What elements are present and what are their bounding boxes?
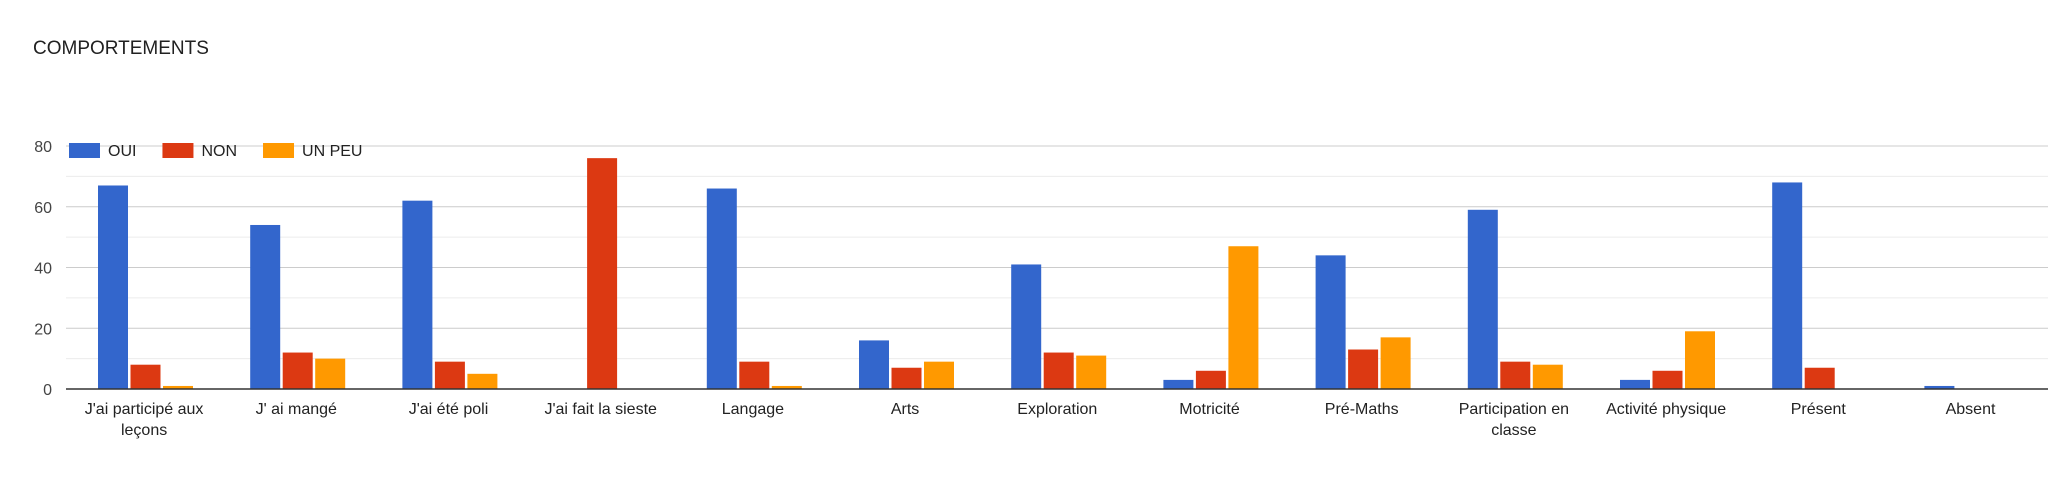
x-category-label: Absent — [1946, 401, 1996, 418]
legend-label: UN PEU — [302, 143, 362, 160]
y-tick-label: 40 — [34, 261, 52, 278]
legend-label: OUI — [108, 143, 136, 160]
bar-non[interactable] — [1195, 370, 1226, 389]
legend-item-un-peu[interactable]: UN PEU — [263, 143, 362, 160]
legend-swatch — [263, 143, 295, 158]
bar-non[interactable] — [1348, 349, 1379, 389]
bar-un-peu[interactable] — [1685, 331, 1715, 389]
chart-title: COMPORTEMENTS — [33, 38, 209, 59]
bar-non[interactable] — [434, 361, 465, 389]
bar-non[interactable] — [1043, 352, 1074, 389]
x-category-label: Pré-Maths — [1325, 401, 1399, 418]
bar-non[interactable] — [739, 361, 770, 389]
bar-oui[interactable] — [706, 188, 737, 389]
x-category-label: Présent — [1791, 401, 1847, 418]
x-category-label: J'ai fait la sieste — [544, 401, 657, 418]
gridlines — [66, 145, 2048, 360]
bar-oui[interactable] — [1772, 182, 1803, 389]
legend-swatch — [162, 143, 194, 158]
bar-non[interactable] — [1500, 361, 1531, 389]
x-category-label: Arts — [891, 401, 919, 418]
bar-oui[interactable] — [250, 224, 281, 389]
bar-oui[interactable] — [402, 200, 433, 389]
bar-oui[interactable] — [1924, 385, 1955, 389]
bar-oui[interactable] — [1467, 209, 1498, 389]
x-category-label: Activité physique — [1606, 401, 1726, 418]
bar-non[interactable] — [130, 364, 161, 389]
x-category-label: J'ai participé aux leçons — [85, 401, 204, 439]
x-category-label: Exploration — [1017, 401, 1097, 418]
y-tick-label: 20 — [34, 321, 52, 338]
legend-label: NON — [201, 143, 237, 160]
y-tick-label: 60 — [34, 200, 52, 217]
legend-swatch — [69, 143, 100, 158]
bar-non[interactable] — [1804, 367, 1835, 389]
bar-non[interactable] — [891, 367, 922, 389]
bar-non[interactable] — [282, 352, 313, 389]
x-category-label: Motricité — [1179, 401, 1240, 418]
bar-un-peu[interactable] — [1228, 246, 1259, 389]
legend-item-oui[interactable]: OUI — [69, 143, 136, 160]
bar-un-peu[interactable] — [1380, 337, 1411, 389]
y-tick-label: 0 — [43, 382, 52, 399]
x-category-label: Participation en classe — [1459, 401, 1569, 439]
bars — [98, 158, 1955, 389]
bar-un-peu[interactable] — [315, 358, 346, 389]
bar-non[interactable] — [587, 158, 618, 389]
bar-oui[interactable] — [1315, 255, 1346, 389]
x-category-label: J'ai été poli — [409, 401, 489, 418]
bar-oui[interactable] — [859, 340, 889, 389]
bar-un-peu[interactable] — [1532, 364, 1563, 389]
bar-un-peu[interactable] — [467, 373, 498, 389]
y-tick-label: 80 — [34, 139, 52, 156]
bar-non[interactable] — [1652, 370, 1683, 389]
bar-un-peu[interactable] — [163, 385, 193, 389]
legend: OUI NON UN PEU — [69, 143, 362, 160]
bar-oui[interactable] — [1163, 379, 1194, 389]
x-category-label: J' ai mangé — [256, 401, 337, 418]
bar-oui[interactable] — [98, 185, 128, 389]
legend-item-non[interactable]: NON — [162, 143, 237, 160]
axes: 0 20 40 60 80 J'ai participé aux leçons J' ai m… — [34, 139, 2048, 439]
bar-un-peu[interactable] — [771, 385, 802, 389]
x-category-label: Langage — [722, 401, 784, 418]
bar-oui[interactable] — [1620, 379, 1650, 389]
bar-un-peu[interactable] — [1076, 355, 1107, 389]
bar-oui[interactable] — [1011, 264, 1042, 389]
bar-un-peu[interactable] — [924, 361, 954, 389]
